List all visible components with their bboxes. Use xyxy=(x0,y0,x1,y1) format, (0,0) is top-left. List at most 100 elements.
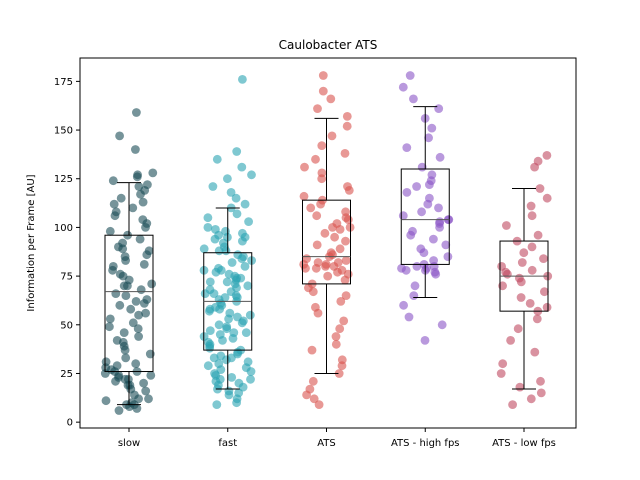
data-point xyxy=(135,234,145,244)
box-iqr xyxy=(302,199,351,285)
data-point xyxy=(427,123,437,133)
data-point xyxy=(101,363,111,372)
data-point xyxy=(308,376,318,386)
y-tick-label: 100 xyxy=(54,223,73,234)
data-point xyxy=(517,258,527,267)
data-point xyxy=(134,332,144,341)
data-point xyxy=(513,324,523,334)
data-point xyxy=(214,320,224,330)
data-point xyxy=(344,186,354,195)
data-point xyxy=(131,359,141,369)
plot-frame xyxy=(79,57,577,429)
data-point xyxy=(423,199,433,209)
data-point xyxy=(526,201,536,211)
data-point xyxy=(134,310,144,320)
data-point xyxy=(417,207,426,217)
data-point xyxy=(232,147,242,156)
data-point xyxy=(300,162,309,172)
y-tick-label: 150 xyxy=(54,126,73,137)
data-point xyxy=(323,271,333,281)
data-point xyxy=(101,396,111,406)
data-point xyxy=(203,223,213,232)
data-point xyxy=(515,382,525,392)
data-point xyxy=(222,277,232,287)
data-point xyxy=(503,269,512,279)
data-point xyxy=(222,324,232,334)
chart-title: Caulobacter ATS xyxy=(279,38,378,52)
data-point xyxy=(205,277,215,287)
data-point xyxy=(238,75,247,84)
data-point xyxy=(199,244,209,254)
data-point xyxy=(141,386,151,396)
data-point xyxy=(402,188,412,197)
data-point xyxy=(105,226,115,236)
data-point xyxy=(542,193,552,203)
data-point xyxy=(337,361,347,371)
data-point xyxy=(126,304,136,314)
data-point xyxy=(434,104,444,113)
data-point xyxy=(434,203,443,213)
data-point xyxy=(133,324,143,334)
data-point xyxy=(441,240,451,250)
data-point xyxy=(108,176,118,186)
data-point xyxy=(203,213,213,223)
data-point xyxy=(341,291,351,300)
data-point xyxy=(125,380,135,390)
data-point xyxy=(224,314,234,324)
data-point xyxy=(498,359,508,369)
data-point xyxy=(121,256,130,265)
data-point xyxy=(240,262,250,271)
data-point xyxy=(142,250,152,260)
data-point xyxy=(237,162,247,172)
data-point xyxy=(318,86,328,96)
data-point xyxy=(330,232,339,242)
data-point xyxy=(215,304,225,314)
data-point xyxy=(105,314,115,324)
data-point xyxy=(216,265,226,275)
data-point xyxy=(399,300,408,310)
x-tick-label: slow xyxy=(118,438,140,449)
data-point xyxy=(540,287,549,297)
data-point xyxy=(240,199,250,209)
y-tick-label: 25 xyxy=(60,369,73,380)
data-point xyxy=(136,189,145,199)
data-point xyxy=(527,242,537,252)
data-point xyxy=(244,217,254,227)
y-tick-label: 175 xyxy=(54,77,73,88)
data-point xyxy=(409,291,419,300)
data-point xyxy=(437,320,447,330)
data-point xyxy=(410,281,420,291)
box-iqr xyxy=(104,234,154,373)
data-point xyxy=(210,234,220,244)
data-point xyxy=(536,388,546,398)
data-point xyxy=(542,302,552,312)
data-point xyxy=(128,318,138,328)
data-point xyxy=(326,94,336,104)
data-point xyxy=(224,390,234,400)
y-axis-title: Information per Frame [AU] xyxy=(26,174,37,311)
data-point xyxy=(120,345,130,355)
y-tick-label: 50 xyxy=(60,320,73,331)
data-point xyxy=(246,374,255,384)
data-point xyxy=(535,184,545,193)
data-point xyxy=(236,273,246,283)
data-point xyxy=(227,353,236,363)
data-point xyxy=(341,213,351,223)
data-point xyxy=(238,236,247,246)
data-point xyxy=(131,297,141,306)
data-point xyxy=(221,246,231,256)
data-point xyxy=(200,289,210,298)
x-tick-label: fast xyxy=(218,438,237,449)
data-point xyxy=(320,228,330,238)
data-point xyxy=(146,371,156,380)
data-point xyxy=(412,182,421,191)
data-point xyxy=(526,394,536,404)
data-point xyxy=(341,236,350,246)
data-point xyxy=(301,263,310,273)
data-point xyxy=(218,336,227,345)
data-point xyxy=(118,244,128,254)
data-point xyxy=(331,332,341,341)
data-point xyxy=(205,304,215,314)
data-point xyxy=(331,339,341,349)
data-point xyxy=(307,345,317,355)
